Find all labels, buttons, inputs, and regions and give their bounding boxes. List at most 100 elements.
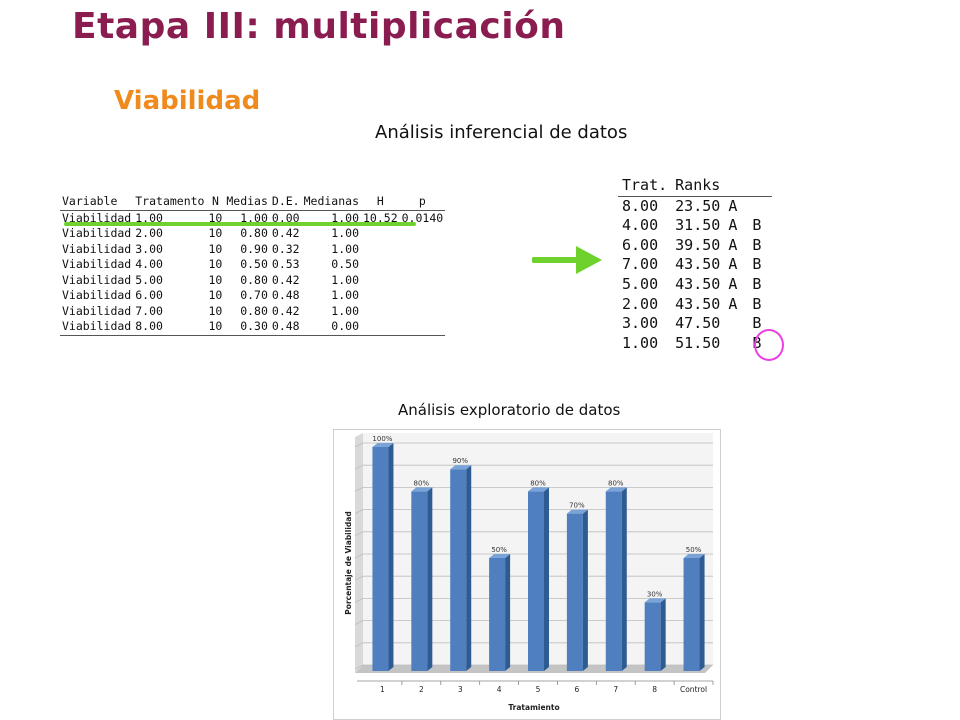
stats-cell: 10.52	[363, 210, 398, 225]
stats-cell	[400, 319, 446, 335]
bar-top	[644, 598, 666, 603]
bar-top	[683, 554, 705, 558]
gridline-side	[354, 442, 364, 448]
stats-cell	[400, 257, 446, 273]
stats-cell: 4.00	[135, 257, 163, 271]
stats-cell: Viabilidad	[62, 226, 132, 240]
col-medias: Medias	[226, 194, 268, 208]
ranks-row: 4.00 31.50 A B	[618, 216, 772, 236]
stats-cell: 10	[208, 319, 223, 333]
data-label: 50%	[491, 546, 507, 554]
bar	[528, 491, 544, 671]
gridline-side	[354, 487, 364, 492]
stats-cell: Viabilidad	[62, 241, 132, 256]
stats-cell	[400, 273, 446, 289]
ranks-group-letter: B	[752, 314, 762, 333]
bar-top	[450, 465, 472, 470]
col-variable: Variable	[62, 194, 118, 208]
gridline-side	[354, 464, 364, 470]
stats-cell: 1.00	[331, 288, 359, 302]
stats-row: Viabilidad 2.00 10 0.80 0.42 1.00	[60, 226, 445, 242]
stats-row: Viabilidad 4.00 10 0.50 0.53 0.50	[60, 257, 445, 273]
bar	[450, 469, 467, 671]
bar-side	[505, 554, 511, 671]
ranks-cell: 8.00	[622, 196, 659, 215]
col-group-a	[724, 176, 748, 196]
stats-row: Viabilidad 7.00 10 0.80 0.42 1.00	[60, 304, 445, 320]
stats-cell	[361, 288, 400, 304]
ranks-row: 2.00 43.50 A B	[618, 295, 772, 315]
slide-title: Etapa III: multiplicación	[72, 6, 566, 47]
stats-cell: 1.00	[331, 303, 359, 318]
bar-side	[621, 487, 627, 671]
data-label: 80%	[414, 479, 430, 487]
col-de: D.E.	[271, 194, 300, 208]
stats-cell: Viabilidad	[62, 288, 132, 302]
bar-side	[544, 487, 549, 671]
stats-cell: 0.42	[271, 272, 300, 287]
col-ranks: Ranks	[675, 176, 721, 194]
ranks-cell: 7.00	[622, 255, 659, 274]
stats-cell: Viabilidad	[62, 272, 132, 287]
col-n: N	[211, 194, 219, 208]
stats-cell: 0.30	[240, 319, 268, 333]
ranks-row: 7.00 43.50 A B	[618, 255, 772, 275]
ranks-cell: 43.50	[675, 294, 721, 313]
stats-cell	[361, 319, 400, 335]
stats-cell: 0.48	[271, 319, 300, 333]
ranks-group-letter: B	[752, 216, 762, 235]
stats-cell: 3.00	[135, 241, 163, 256]
gridline-side	[354, 598, 364, 603]
bar-top	[605, 487, 627, 492]
ranks-cell: 4.00	[622, 216, 659, 235]
stats-cell: 0.00	[271, 210, 300, 225]
stats-cell: 10	[208, 241, 223, 256]
gridline-side	[354, 531, 364, 537]
col-medianas: Medianas	[303, 194, 359, 208]
stats-cell	[400, 304, 446, 320]
stats-cell: 0.80	[240, 272, 268, 287]
stats-row: Viabilidad 6.00 10 0.70 0.48 1.00	[60, 288, 445, 304]
stats-cell: Viabilidad	[62, 303, 132, 318]
bar-side	[427, 487, 433, 671]
ranks-row: 3.00 47.50 B	[618, 314, 772, 334]
stats-cell	[361, 273, 400, 289]
stats-cell: 1.00	[331, 241, 359, 256]
ranks-group-letter: A	[728, 235, 738, 254]
stats-cell: 6.00	[135, 288, 163, 302]
ranks-cell: 3.00	[622, 314, 659, 333]
stats-cell: 2.00	[135, 226, 163, 240]
ranks-group-letter: A	[728, 255, 738, 274]
bar-side	[699, 554, 705, 671]
ranks-group-letter: B	[752, 255, 762, 274]
chart-side-wall	[355, 433, 363, 673]
bar-chart: 100% 1 80% 2 90% 3 50% 4 80% 5 70% 6 80% 7 30% 8 50% Cont…	[333, 429, 721, 720]
stats-cell: 0.0140	[401, 210, 444, 225]
stats-cell: 10	[208, 226, 223, 240]
bar	[683, 558, 700, 671]
ranks-cell: 6.00	[622, 235, 659, 254]
y-axis-label: Porcentaje de Viabilidad	[344, 511, 353, 614]
stats-cell: 10	[208, 272, 223, 287]
col-trat: Trat.	[622, 176, 668, 194]
bar	[605, 491, 622, 671]
x-axis-label: Tratamiento	[508, 703, 559, 712]
gridline-side	[354, 620, 364, 625]
stats-cell: 0.48	[271, 288, 300, 302]
exploratory-heading: Análisis exploratorio de datos	[398, 401, 621, 419]
stats-cell: 0.32	[271, 241, 300, 256]
x-tick-label: 1	[380, 685, 385, 694]
ranks-group-letter: B	[752, 235, 762, 254]
stats-row: Viabilidad 8.00 10 0.30 0.48 0.00	[60, 319, 446, 335]
ranks-header-row: Trat. Ranks	[618, 176, 773, 197]
highlight-circle	[754, 329, 784, 361]
bar-top	[528, 487, 549, 492]
col-tratamento: Tratamento	[135, 194, 205, 208]
ranks-cell: 43.50	[675, 255, 721, 274]
data-label: 100%	[372, 435, 392, 443]
stats-cell: 1.00	[331, 210, 359, 225]
bar-top	[372, 443, 394, 447]
stats-cell: 0.90	[240, 241, 268, 256]
ranks-cell: 39.50	[675, 235, 721, 254]
gridline-side	[354, 553, 364, 559]
